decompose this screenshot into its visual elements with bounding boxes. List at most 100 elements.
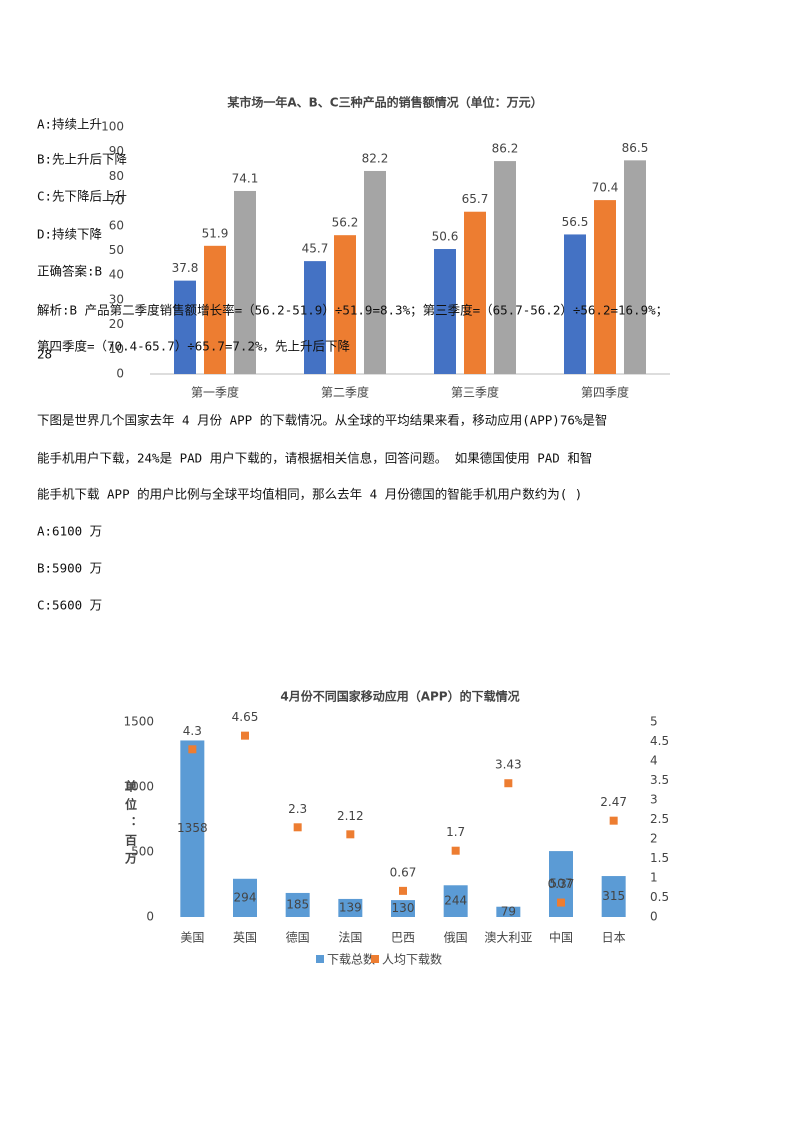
value-label: 56.2 — [332, 216, 359, 230]
text-line: B:先上升后下降 — [37, 152, 128, 167]
y-tick-label: 90 — [109, 144, 124, 158]
bar — [338, 898, 363, 917]
value-label: 4.65 — [232, 710, 259, 724]
value-label: 3.43 — [495, 758, 522, 772]
y-axis-label: 单位：百万 — [124, 779, 138, 870]
legend-swatch — [316, 955, 324, 963]
x-tick-label: 巴西 — [391, 931, 415, 945]
y-tick-label: 60 — [109, 218, 124, 232]
value-label: 294 — [234, 890, 257, 904]
point — [399, 886, 407, 895]
bar — [391, 900, 415, 917]
x-tick-label: 德国 — [286, 930, 310, 945]
x-tick-label: 美国 — [180, 931, 204, 945]
bar — [233, 878, 257, 917]
value-label: 86.2 — [492, 142, 519, 156]
value-label: 50.6 — [432, 230, 459, 244]
bar — [234, 190, 256, 374]
legend-label: 下载总数 — [327, 952, 375, 967]
y-tick-label: 10 — [109, 342, 124, 356]
text-line: 能手机用户下载，24%是 PAD 用户下载的，请根据相关信息，回答问题。 如果德… — [37, 451, 592, 466]
value-label: 4.3 — [183, 724, 202, 738]
text-line: D:持续下降 — [37, 227, 103, 242]
value-label: 130 — [392, 901, 415, 915]
bar — [434, 249, 456, 374]
bar — [174, 280, 196, 374]
value-label: 2.47 — [600, 795, 627, 809]
y2-tick-label: 5 — [650, 715, 658, 729]
bar — [494, 161, 516, 374]
y-tick-label: 70 — [109, 194, 124, 208]
value-label: 2.12 — [337, 809, 364, 823]
value-label: 45.7 — [302, 242, 329, 256]
value-label: 185 — [286, 897, 309, 911]
text-line: C:5600 万 — [37, 598, 102, 613]
value-label: 139 — [339, 900, 362, 914]
value-label: 37.8 — [172, 261, 199, 275]
bar — [364, 170, 386, 374]
point — [241, 731, 249, 740]
value-label: 507 — [550, 877, 573, 891]
chart-title: 某市场一年A、B、C三种产品的销售额情况（单位：万元） — [227, 95, 542, 110]
y2-tick-label: 2.5 — [650, 812, 669, 826]
x-tick-label: 法国 — [338, 931, 362, 945]
x-tick-label: 第三季度 — [451, 385, 499, 400]
point — [451, 846, 460, 855]
legend-swatch — [371, 955, 379, 963]
y-tick-label: 80 — [109, 169, 124, 183]
y-tick-label: 500 — [131, 845, 154, 859]
y2-tick-label: 4.5 — [650, 734, 669, 748]
value-label: 244 — [444, 894, 467, 908]
y2-tick-label: 2 — [650, 832, 658, 846]
bar — [204, 245, 226, 374]
bar — [464, 211, 486, 374]
point — [346, 830, 355, 839]
value-label: 74.1 — [232, 171, 259, 185]
bar — [304, 261, 326, 374]
x-tick-label: 第一季度 — [191, 385, 239, 400]
y-tick-label: 50 — [109, 243, 124, 257]
bar — [496, 906, 521, 917]
text-line: 解析:B 产品第二季度销售额增长率=（56.2-51.9）÷51.9=8.3%；… — [37, 303, 668, 318]
text-line: A:持续上升 — [37, 117, 102, 132]
bar — [564, 234, 586, 374]
text-line: 下图是世界几个国家去年 4 月份 APP 的下载情况。从全球的平均结果来看，移动… — [37, 413, 607, 428]
text-line: 第四季度=（70.4-65.7）÷65.7=7.2%，先上升后下降 — [37, 339, 351, 354]
value-label: 0.67 — [390, 865, 417, 879]
chart-title: 4月份不同国家移动应用（APP）的下载情况 — [280, 689, 519, 704]
value-label: 65.7 — [462, 192, 489, 206]
y-tick-label: 30 — [109, 292, 124, 306]
y2-tick-label: 3 — [650, 793, 658, 807]
y-tick-label: 20 — [109, 317, 124, 331]
y-tick-label: 100 — [101, 120, 124, 134]
value-label: 70.4 — [592, 181, 619, 195]
bar — [624, 160, 646, 374]
x-tick-label: 俄国 — [444, 931, 468, 945]
text-line: 正确答案:B — [37, 264, 102, 279]
bar — [285, 892, 310, 917]
value-label: 86.5 — [622, 141, 649, 155]
x-tick-label: 中国 — [549, 930, 573, 945]
y2-tick-label: 1.5 — [650, 851, 669, 865]
y2-tick-label: 1 — [650, 871, 658, 885]
text-line: 28 — [37, 347, 52, 362]
point — [188, 745, 197, 754]
x-tick-label: 英国 — [233, 931, 257, 945]
y-tick-label: 1000 — [123, 780, 154, 794]
value-label: 82.2 — [362, 151, 389, 165]
x-tick-label: 第四季度 — [581, 385, 629, 400]
text-line: 能手机下载 APP 的用户比例与全球平均值相同，那么去年 4 月份德国的智能手机… — [37, 487, 582, 502]
bar — [443, 885, 468, 917]
y2-tick-label: 0 — [650, 910, 658, 924]
point — [609, 816, 618, 825]
value-label: 1358 — [177, 821, 208, 835]
point — [504, 779, 513, 788]
bar — [334, 235, 356, 374]
value-label: 79 — [501, 904, 516, 918]
y2-tick-label: 0.5 — [650, 890, 669, 904]
text-line: A:6100 万 — [37, 524, 102, 539]
value-label: 51.9 — [202, 226, 229, 240]
value-label: 0.37 — [548, 877, 575, 891]
